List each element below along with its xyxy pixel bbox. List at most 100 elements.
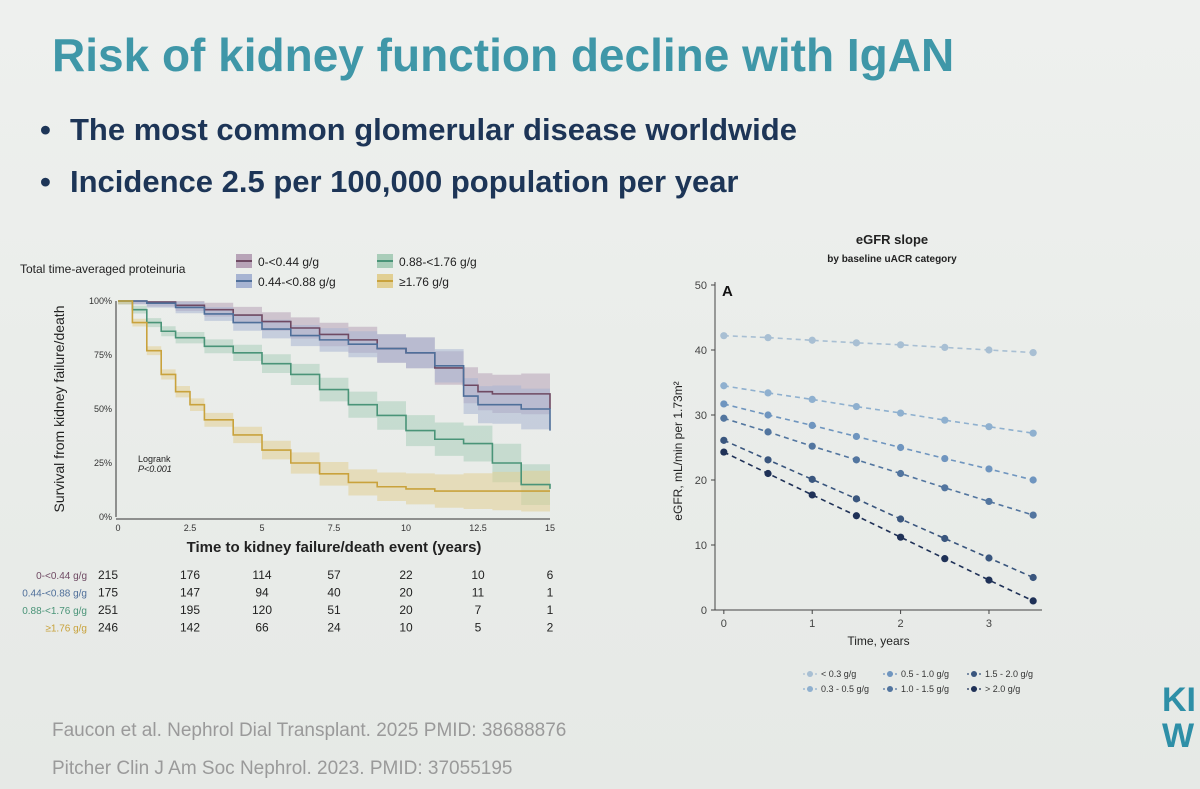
y-tick-label: 50% (94, 404, 112, 414)
egfr-data-point (941, 343, 949, 351)
risk-table-row-label: 0.88-<1.76 g/g (22, 606, 87, 617)
x-tick-label: 15 (545, 523, 555, 533)
risk-table-cell: 176 (180, 568, 200, 582)
km-survival-chart: Total time-averaged proteinuria 0-<0.44 g… (20, 254, 555, 635)
legend-label: 1.5 - 2.0 g/g (985, 669, 1033, 679)
egfr-data-point (852, 512, 861, 520)
legend-label: 0.44-<0.88 g/g (258, 275, 336, 289)
km-curve (118, 300, 551, 431)
logrank-label: Logrank (138, 454, 171, 464)
risk-table-cell: 11 (472, 586, 485, 600)
y-tick-label: 75% (94, 350, 112, 360)
egfr-data-point (1029, 511, 1037, 519)
egfr-data-point (764, 334, 772, 342)
egfr-data-point (852, 339, 861, 347)
egfr-data-point (764, 389, 772, 397)
egfr-series-line (723, 417, 1034, 516)
reference-2: Pitcher Clin J Am Soc Nephrol. 2023. PMI… (52, 758, 513, 779)
risk-table-cell: 24 (327, 621, 341, 635)
legend-label: 0-<0.44 g/g (258, 255, 319, 269)
legend-label: 0.5 - 1.0 g/g (901, 669, 949, 679)
risk-table-cell: 120 (252, 603, 272, 617)
egfr-data-point (985, 465, 993, 473)
x-tick-label: 2.5 (184, 523, 197, 533)
egfr-data-point (808, 336, 816, 344)
egfr-series-line (723, 439, 1034, 579)
egfr-data-point (896, 533, 905, 541)
bullet-text: The most common glomerular disease world… (70, 112, 797, 147)
risk-table-cell: 215 (98, 568, 118, 582)
y-tick-label: 30 (695, 410, 707, 422)
km-curve (118, 300, 551, 489)
egfr-data-point (808, 475, 816, 483)
y-tick-label: 40 (695, 345, 707, 357)
egfr-series-line (723, 403, 1034, 481)
risk-table-cell: 10 (399, 621, 413, 635)
risk-table-row-label: 0.44-<0.88 g/g (22, 589, 87, 600)
egfr-data-point (720, 332, 728, 340)
risk-table-cell: 66 (255, 621, 269, 635)
egfr-data-point (808, 421, 816, 429)
x-tick-label: 7.5 (328, 523, 341, 533)
egfr-data-point (808, 491, 816, 499)
x-tick-label: 0 (721, 618, 727, 630)
egfr-series-line (723, 451, 1034, 602)
risk-table-cell: 147 (180, 586, 200, 600)
egfr-data-point (941, 555, 949, 563)
egfr-data-point (720, 414, 728, 422)
egfr-data-point (896, 409, 905, 417)
brand-letters-1: KI (1162, 681, 1196, 719)
y-tick-label: 25% (94, 458, 112, 468)
bullet-dot-icon: • (40, 164, 51, 199)
x-tick-label: 12.5 (469, 523, 487, 533)
egfr-data-point (896, 443, 905, 452)
egfr-data-point (720, 382, 728, 390)
risk-table-cell: 195 (180, 603, 200, 617)
risk-table-cell: 1 (547, 586, 554, 600)
risk-table-cell: 40 (327, 586, 341, 600)
risk-table-cell: 2 (547, 621, 554, 635)
risk-table-cell: 20 (399, 586, 413, 600)
y-axis-label: eGFR, mL/min per 1.73m² (671, 381, 685, 520)
egfr-data-point (852, 495, 861, 503)
egfr-data-point (764, 456, 772, 464)
bullet-item: • Incidence 2.5 per 100,000 population pe… (40, 164, 797, 216)
pvalue-label: P<0.001 (138, 464, 172, 474)
egfr-data-point (941, 454, 949, 463)
risk-table-cell: 251 (98, 603, 118, 617)
x-tick-label: 10 (401, 523, 411, 533)
legend-marker (971, 671, 977, 677)
egfr-data-point (985, 576, 993, 584)
egfr-data-point (896, 469, 905, 478)
risk-table-cell: 7 (475, 603, 482, 617)
risk-table-cell: 6 (547, 568, 554, 582)
risk-table-cell: 94 (255, 586, 269, 600)
x-axis-label: Time to kidney failure/death event (year… (187, 539, 482, 556)
legend-label: < 0.3 g/g (821, 669, 856, 679)
y-tick-label: 20 (695, 475, 707, 487)
egfr-series-line (723, 385, 1034, 434)
reference-1: Faucon et al. Nephrol Dial Transplant. 2… (52, 720, 567, 741)
slide-title: Risk of kidney function decline with IgA… (52, 29, 955, 81)
egfr-data-point (985, 346, 993, 354)
bullet-text: Incidence 2.5 per 100,000 population per… (70, 164, 739, 199)
km-curve (118, 300, 550, 492)
risk-table-cell: 246 (98, 621, 118, 635)
egfr-data-point (941, 416, 949, 424)
egfr-data-point (720, 436, 728, 444)
legend-label: > 2.0 g/g (985, 684, 1020, 694)
x-axis-label: Time, years (847, 634, 909, 648)
x-tick-label: 5 (259, 523, 264, 533)
egfr-data-point (896, 341, 905, 349)
egfr-data-point (985, 423, 993, 431)
references: Faucon et al. Nephrol Dial Transplant. 2… (52, 712, 566, 788)
egfr-data-point (941, 534, 949, 543)
x-tick-label: 1 (809, 618, 815, 630)
risk-table-cell: 114 (252, 568, 271, 582)
risk-table-cell: 51 (327, 603, 341, 617)
egfr-data-point (852, 456, 861, 464)
egfr-data-point (896, 515, 905, 523)
legend-title: Total time-averaged proteinuria (20, 262, 186, 276)
legend-label: 0.88-<1.76 g/g (399, 255, 477, 269)
